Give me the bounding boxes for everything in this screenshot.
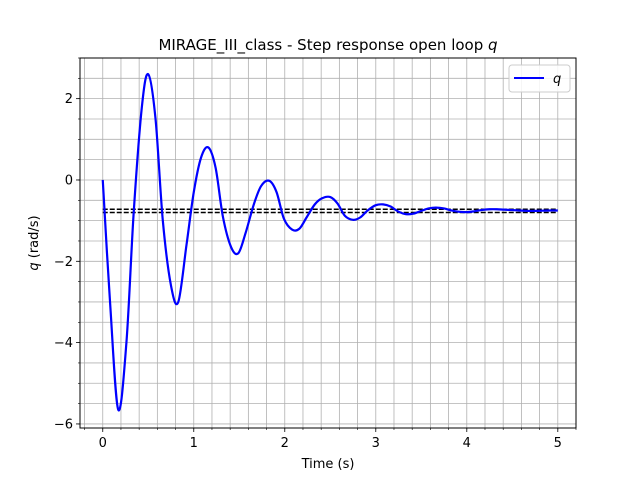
y-tick-label: −2	[54, 255, 73, 270]
y-tick-label: 0	[65, 173, 73, 188]
plot-frame	[79, 57, 577, 429]
x-tick-label: 2	[281, 436, 289, 451]
x-tick-label: 4	[463, 436, 471, 451]
y-tick-label: 2	[65, 92, 73, 107]
series-layer	[101, 73, 558, 412]
grid-layer	[80, 57, 577, 428]
x-tick-label: 5	[554, 436, 562, 451]
x-tick-label: 1	[190, 436, 198, 451]
tick-layer: 0 1 2 3 4 5 −6 −4 −2 0 2	[54, 57, 577, 451]
series-line-q	[101, 73, 558, 412]
legend-label: q	[553, 72, 561, 87]
legend: q	[508, 64, 571, 93]
chart-title: MIRAGE_III_class - Step response open lo…	[158, 36, 497, 55]
y-tick-label: −4	[54, 336, 73, 351]
y-tick-label: −6	[54, 417, 73, 432]
x-tick-label: 3	[372, 436, 380, 451]
x-axis-label: Time (s)	[301, 457, 355, 472]
y-axis-label: q (rad/s)	[27, 215, 42, 270]
x-tick-label: 0	[99, 436, 107, 451]
